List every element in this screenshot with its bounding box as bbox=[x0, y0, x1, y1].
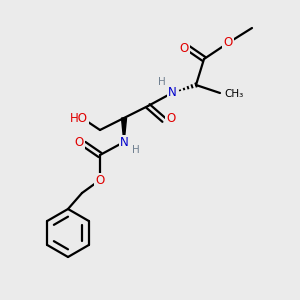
Text: O: O bbox=[179, 41, 189, 55]
Text: O: O bbox=[224, 37, 232, 50]
Text: H: H bbox=[132, 145, 140, 155]
Text: O: O bbox=[167, 112, 176, 125]
Polygon shape bbox=[122, 118, 127, 142]
Text: O: O bbox=[95, 173, 105, 187]
Text: O: O bbox=[74, 136, 84, 148]
Text: N: N bbox=[168, 86, 176, 100]
Text: CH₃: CH₃ bbox=[224, 89, 243, 99]
Text: H: H bbox=[158, 77, 166, 87]
Text: HO: HO bbox=[70, 112, 88, 124]
Text: N: N bbox=[120, 136, 128, 148]
